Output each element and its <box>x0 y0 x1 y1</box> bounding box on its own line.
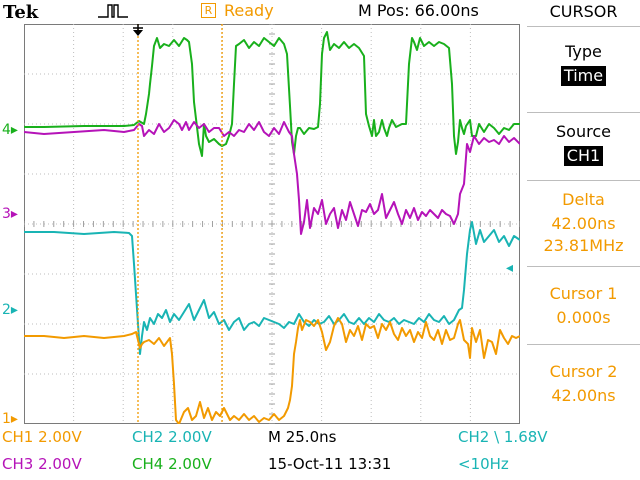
ch4-scale: CH4 2.00V <box>132 455 212 473</box>
menu-title: CURSOR <box>549 2 618 21</box>
ch1-ground-marker: 1▸ <box>2 411 18 427</box>
trigger-frequency: <10Hz <box>458 455 509 473</box>
type-label: Type <box>565 42 602 61</box>
trace-ch3 <box>24 119 520 235</box>
date-time: 15-Oct-11 13:31 <box>268 455 392 473</box>
ch4-ground-marker: 4▸ <box>2 122 18 138</box>
trace-ch2 <box>24 221 520 355</box>
ch1-scale: CH1 2.00V <box>2 428 82 446</box>
trace-ch4 <box>24 31 520 157</box>
brand-logo: Tek <box>3 2 39 23</box>
cursor1-value: 0.000s <box>556 308 611 327</box>
delta-time: 42.00ns <box>551 214 616 233</box>
waveform-display[interactable] <box>24 24 520 424</box>
source-value: CH1 <box>563 146 604 166</box>
cursor2-value: 42.00ns <box>551 386 616 405</box>
ch2-ground-marker: 2▸ <box>2 302 18 318</box>
readout-bar: CH1 2.00V CH2 2.00V M 25.0ns CH2 \ 1.68V… <box>0 426 640 480</box>
cursor1-label: Cursor 1 <box>549 284 618 303</box>
source-label: Source <box>556 122 611 141</box>
trigger-state-icon: R <box>201 3 216 18</box>
trigger-pulse-icon <box>98 4 128 18</box>
trigger-status: Ready <box>224 1 274 20</box>
horizontal-position: M Pos: 66.00ns <box>358 1 479 20</box>
cursor-menu: CURSOR Type Time Source CH1 Delta 42.00n… <box>527 0 640 426</box>
cursor2-label: Cursor 2 <box>549 362 618 381</box>
status-bar: Tek R Ready M Pos: 66.00ns <box>0 0 526 26</box>
ch2-scale: CH2 2.00V <box>132 428 212 446</box>
time-cursors[interactable] <box>137 24 223 424</box>
trigger-level-icon: ◂ <box>506 260 514 276</box>
type-value: Time <box>560 66 607 86</box>
trace-ch1 <box>24 317 520 424</box>
ch3-scale: CH3 2.00V <box>2 455 82 473</box>
ch3-ground-marker: 3▸ <box>2 206 18 222</box>
delta-label: Delta <box>562 190 605 209</box>
trigger-readout: CH2 \ 1.68V <box>458 428 548 446</box>
delta-frequency: 23.81MHz <box>543 236 624 255</box>
timebase-readout: M 25.0ns <box>268 428 337 446</box>
trigger-position-marker <box>133 24 143 36</box>
